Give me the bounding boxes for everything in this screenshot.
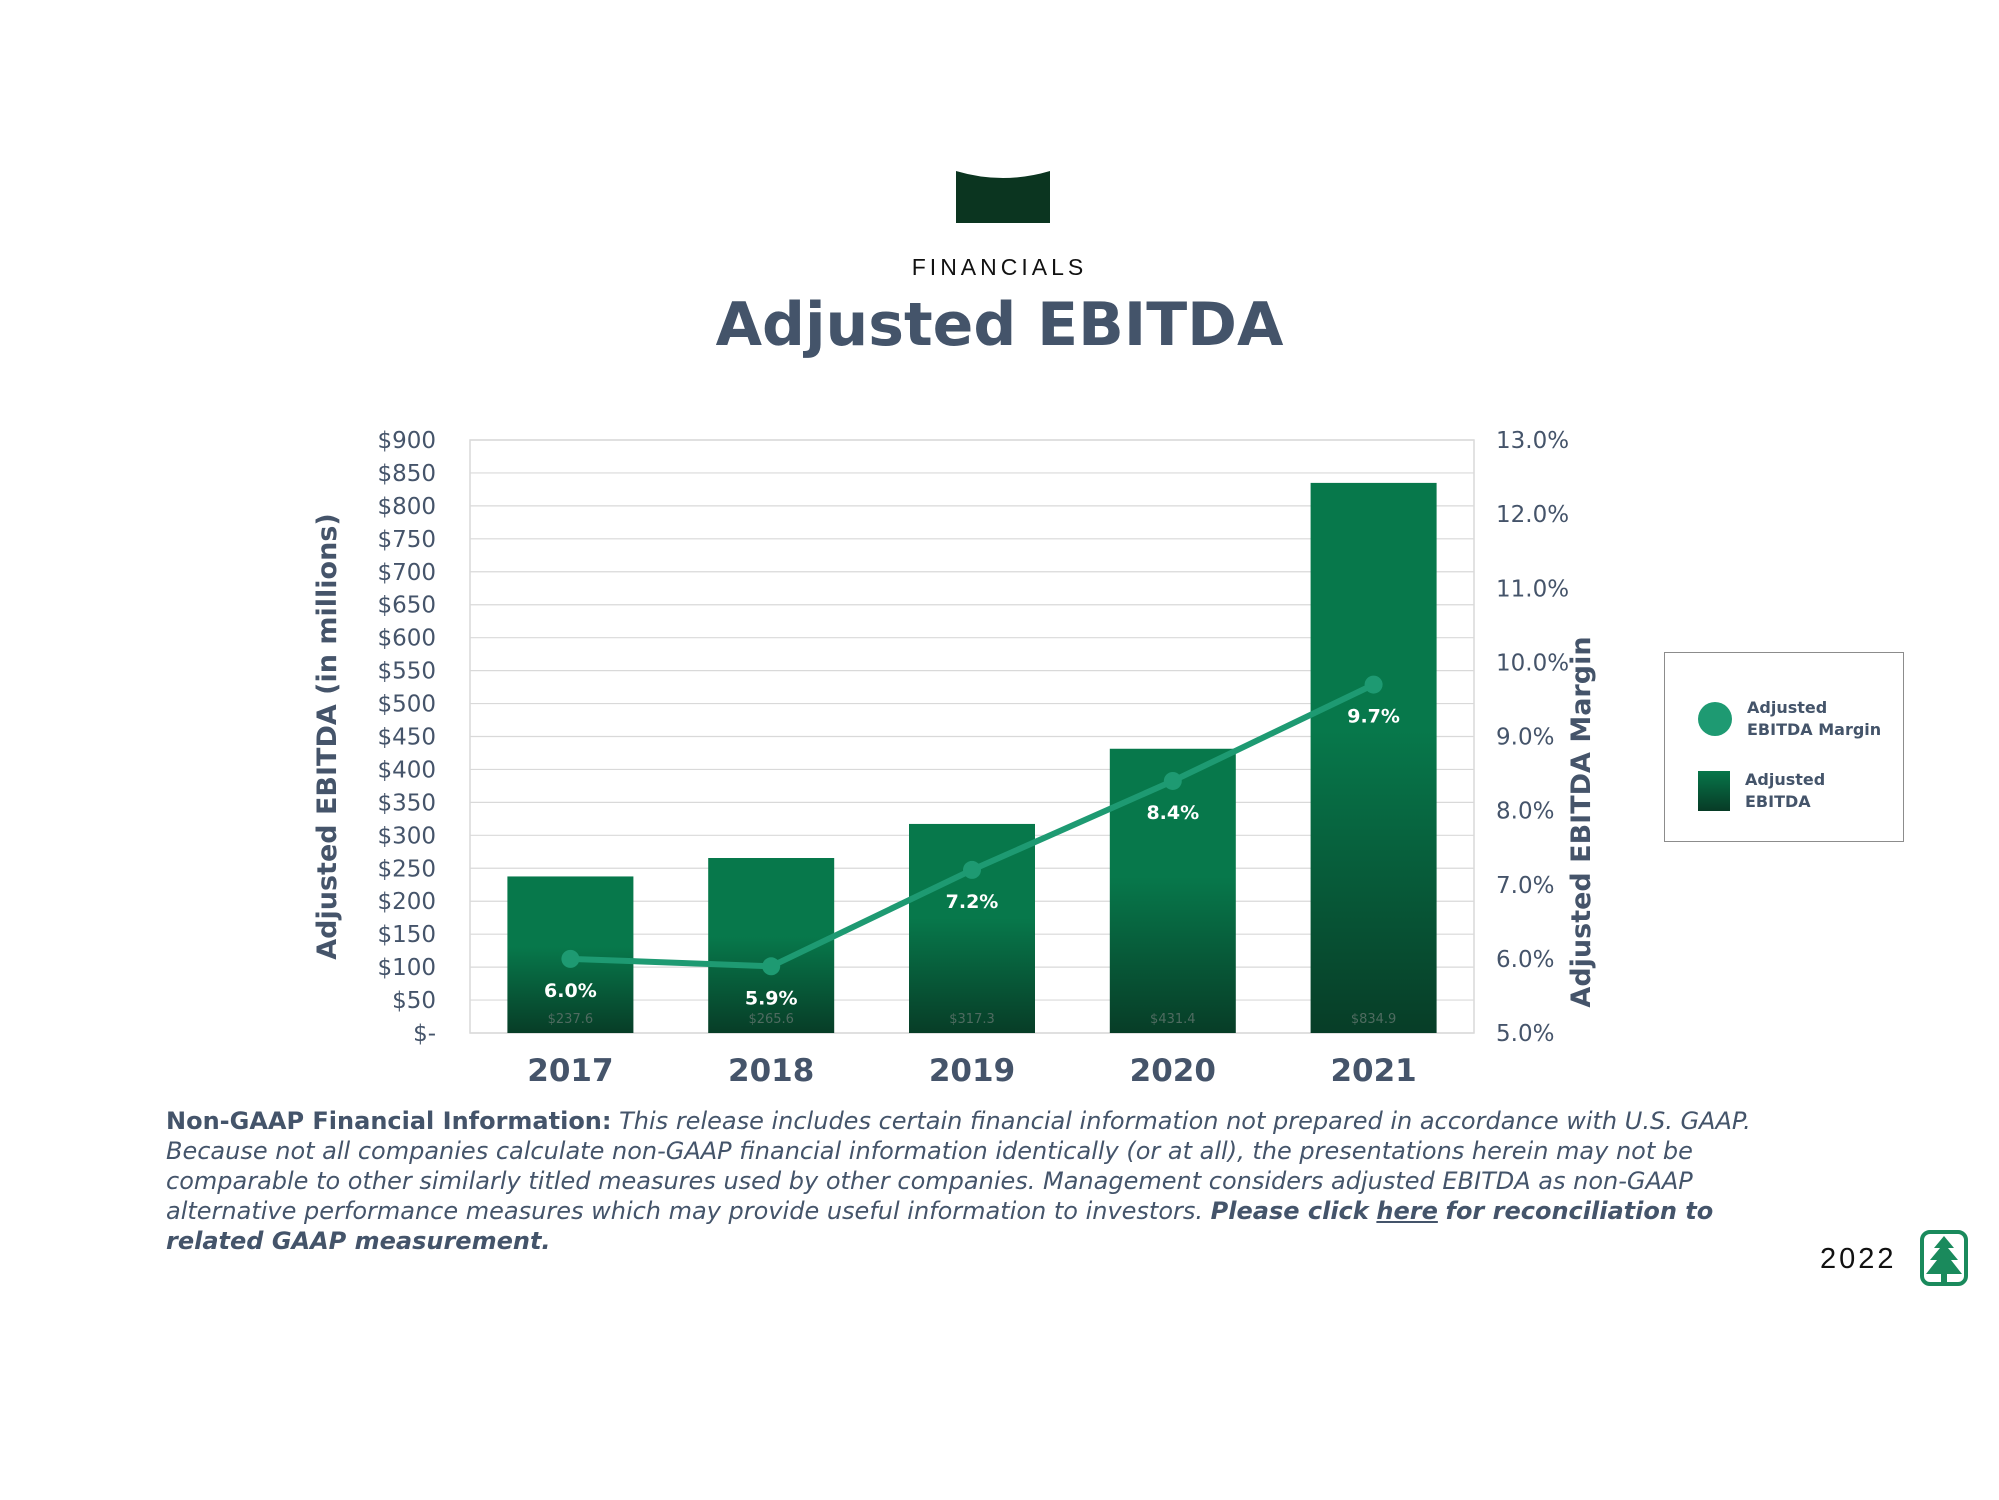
margin-point-2021: [1364, 675, 1383, 694]
y-left-tick-label: $450: [377, 725, 436, 751]
y-right-tick-label: 6.0%: [1496, 947, 1554, 973]
y-left-tick-label: $250: [377, 856, 436, 882]
bar-value-label: $317.3: [949, 1012, 995, 1027]
x-tick-label: 2019: [929, 1053, 1015, 1089]
x-tick-label: 2020: [1130, 1053, 1216, 1089]
y-right-tick-label: 8.0%: [1496, 799, 1554, 825]
y-left-axis-title: Adjusted EBITDA (in millions): [312, 513, 343, 959]
y-left-tick-label: $350: [377, 790, 436, 816]
y-right-tick-label: 13.0%: [1496, 428, 1569, 454]
y-left-tick-label: $-: [413, 1021, 436, 1047]
legend-label-ebitda: Adjusted EBITDA: [1745, 770, 1826, 811]
y-left-tick-label: $500: [377, 692, 436, 718]
note-cta-suffix: for reconciliation to related GAAP measu…: [166, 1197, 1714, 1255]
bar-swatch-icon: [1698, 771, 1730, 811]
tree-icon: [1920, 1230, 1968, 1286]
y-right-tick-label: 10.0%: [1496, 650, 1569, 676]
bar-value-label: $431.4: [1150, 1012, 1196, 1027]
x-tick-label: 2017: [527, 1053, 613, 1089]
y-left-tick-label: $850: [377, 461, 436, 487]
y-right-axis-title: Adjusted EBITDA Margin: [1566, 636, 1597, 1007]
y-left-tick-label: $100: [377, 955, 436, 981]
note-heading: Non-GAAP Financial Information:: [166, 1107, 612, 1135]
y-right-tick-label: 5.0%: [1496, 1021, 1554, 1047]
legend-item-margin: Adjusted EBITDA Margin: [1698, 697, 1897, 741]
y-right-tick-label: 7.0%: [1496, 873, 1554, 899]
y-left-tick-label: $600: [377, 626, 436, 652]
bar-value-label: $834.9: [1351, 1012, 1397, 1027]
margin-point-2018: [762, 957, 781, 976]
margin-point-2020: [1163, 771, 1182, 790]
non-gaap-note: Non-GAAP Financial Information: This rel…: [166, 1106, 1766, 1256]
y-left-tick-label: $750: [377, 527, 436, 553]
y-right-tick-label: 11.0%: [1496, 576, 1569, 602]
margin-point-2017: [561, 949, 580, 968]
bar-2020: [1109, 748, 1236, 1033]
bar-value-label: $237.6: [548, 1012, 594, 1027]
x-tick-label: 2018: [728, 1053, 814, 1089]
x-tick-label: 2021: [1330, 1053, 1416, 1089]
header-banner-icon: [956, 171, 1050, 223]
y-right-tick-label: 9.0%: [1496, 725, 1554, 751]
page-title: Adjusted EBITDA: [715, 290, 1284, 360]
section-label: FINANCIALS: [911, 254, 1088, 280]
note-cta-prefix: Please click: [1210, 1197, 1369, 1225]
y-left-tick-label: $50: [392, 988, 436, 1014]
y-left-tick-label: $900: [377, 428, 436, 454]
reconciliation-link[interactable]: here: [1376, 1197, 1438, 1225]
margin-data-label: 5.9%: [745, 987, 798, 1009]
y-left-tick-label: $800: [377, 494, 436, 520]
y-left-tick-label: $150: [377, 922, 436, 948]
legend-item-ebitda: Adjusted EBITDA: [1698, 769, 1895, 813]
bar-2019: [909, 823, 1035, 1033]
margin-data-label: 8.4%: [1146, 802, 1199, 824]
chart-legend: Adjusted EBITDA Margin Adjusted EBITDA: [1664, 652, 1904, 842]
footer-year: 2022: [1820, 1243, 1897, 1275]
y-right-tick-label: 12.0%: [1496, 502, 1569, 528]
margin-data-label: 7.2%: [946, 891, 999, 913]
bar-2021: [1310, 482, 1437, 1033]
margin-data-label: 6.0%: [544, 980, 597, 1002]
bar-value-label: $265.6: [748, 1012, 794, 1027]
margin-data-label: 9.7%: [1347, 706, 1400, 728]
margin-point-2019: [963, 860, 981, 879]
y-left-tick-label: $550: [377, 659, 436, 685]
note-body: This release includes certain financial …: [166, 1107, 1751, 1225]
y-left-tick-label: $650: [377, 593, 436, 619]
y-left-tick-label: $400: [377, 757, 436, 783]
y-left-tick-label: $300: [377, 823, 436, 849]
y-left-tick-label: $200: [377, 889, 436, 915]
circle-marker-icon: [1698, 702, 1732, 736]
y-left-tick-label: $700: [377, 560, 436, 586]
legend-label-margin: Adjusted EBITDA Margin: [1747, 698, 1882, 739]
